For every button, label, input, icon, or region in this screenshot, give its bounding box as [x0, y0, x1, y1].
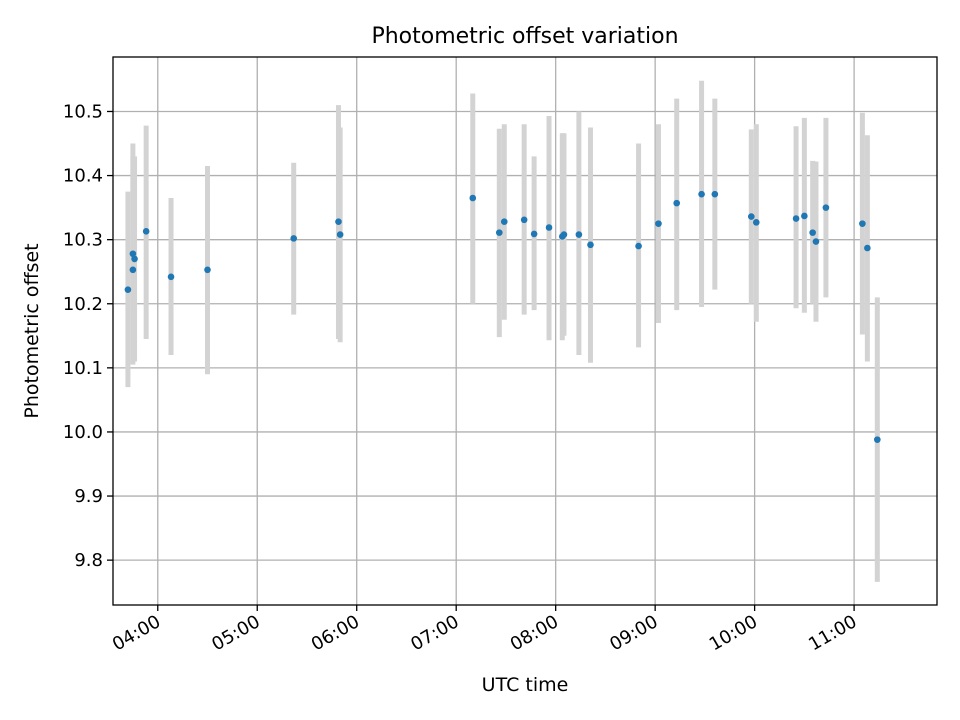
y-tick-label: 10.2: [63, 294, 103, 315]
data-point: [859, 220, 866, 227]
x-axis-label: UTC time: [482, 674, 569, 696]
data-markers: [124, 190, 881, 443]
data-point: [500, 218, 508, 226]
data-point: [167, 273, 175, 281]
data-point: [335, 218, 342, 226]
plot-frame: [112, 56, 938, 606]
x-tick-label: 06:00: [308, 611, 363, 655]
data-point: [874, 436, 881, 443]
data-point: [530, 230, 538, 238]
x-tick-label: 09:00: [606, 611, 661, 655]
data-point: [752, 219, 760, 226]
data-point: [469, 194, 477, 202]
chart-title: Photometric offset variation: [371, 24, 678, 49]
y-tick-label: 10.4: [63, 166, 103, 187]
x-tick-label: 10:00: [706, 611, 761, 655]
data-point: [809, 229, 816, 236]
data-point: [801, 212, 808, 220]
data-point: [792, 215, 800, 222]
data-point: [129, 250, 137, 258]
x-tick-label: 05:00: [208, 611, 263, 655]
data-point: [496, 229, 503, 236]
y-tick-label: 10.5: [63, 101, 103, 122]
data-point: [864, 244, 871, 252]
data-point: [204, 266, 211, 274]
data-point: [124, 286, 132, 293]
data-point: [587, 241, 594, 249]
data-point: [545, 224, 553, 231]
data-point: [748, 213, 755, 220]
data-point: [142, 228, 150, 235]
data-point: [822, 204, 830, 211]
data-point: [520, 216, 528, 224]
x-tick-label: 11:00: [805, 611, 860, 655]
y-axis-label: Photometric offset: [21, 243, 43, 418]
data-point: [336, 231, 344, 238]
x-axis-ticks: 04:00 05:00 06:00 07:00 08:00 09:00 10:00 11:00: [109, 605, 861, 655]
x-tick-label: 07:00: [407, 611, 462, 655]
y-tick-label: 9.8: [74, 550, 103, 571]
data-point: [711, 190, 719, 198]
data-point: [129, 266, 137, 274]
y-tick-label: 10.0: [63, 422, 103, 443]
data-point: [812, 238, 820, 245]
y-axis-ticks: 9.8 9.9 10.0 10.1 10.2 10.3 10.4 10.5: [63, 101, 113, 571]
error-bars: [125, 80, 880, 582]
x-tick-label: 04:00: [109, 611, 164, 655]
data-point: [655, 220, 662, 227]
y-tick-label: 10.3: [63, 230, 103, 251]
data-point: [575, 231, 583, 238]
data-point: [673, 199, 681, 207]
data-point: [560, 231, 568, 238]
y-tick-label: 10.1: [63, 358, 103, 379]
y-tick-label: 9.9: [74, 486, 103, 507]
data-point: [290, 235, 298, 242]
data-point: [131, 255, 138, 263]
data-point: [635, 242, 642, 250]
x-tick-label: 08:00: [507, 611, 562, 655]
data-point: [698, 190, 705, 198]
